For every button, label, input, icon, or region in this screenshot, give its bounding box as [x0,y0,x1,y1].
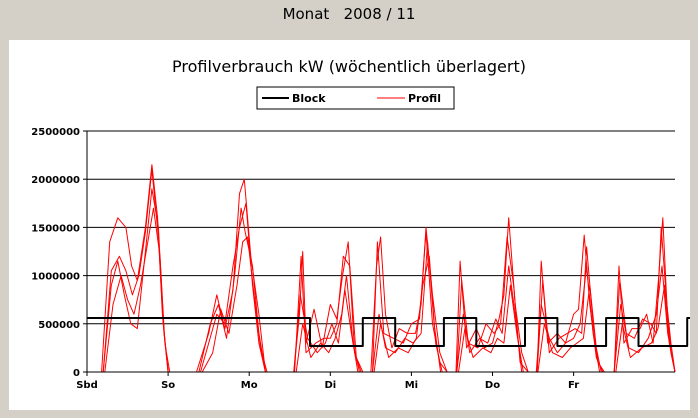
month-value: 2008 / 11 [343,5,416,23]
series-layer [87,164,690,373]
y-tick-label: 1500000 [31,223,80,234]
series-line-profil [87,188,676,373]
x-tick-label: Sbd [76,380,98,391]
x-tick-label: Mo [241,380,258,391]
x-tick-label: Fr [568,380,579,391]
x-tick-label: Mi [405,380,418,391]
profile-chart: Profilverbrauch kW (wöchentlich überlage… [31,57,690,391]
y-tick-label: 0 [73,368,80,379]
legend-box [256,86,455,110]
y-tick-label: 1000000 [31,272,80,283]
axes: 0 500000 1000000 1500000 2000000 2500000 Sbd So… [31,127,675,391]
x-tick-label: So [161,380,175,391]
x-tick-label: Do [485,380,500,391]
chart-title: Profilverbrauch kW (wöchentlich überlage… [172,57,526,76]
y-tick-label: 2500000 [31,127,80,138]
month-header: Monat 2008 / 11 [0,5,698,23]
chart-panel: Profilverbrauch kW (wöchentlich überlage… [9,40,690,410]
x-tick-label: Di [324,380,336,391]
series-line-block [87,317,690,347]
legend-label-profil: Profil [408,92,441,105]
y-tick-label: 500000 [38,320,80,331]
legend: Block Profil [256,86,455,110]
month-label: Monat [282,5,330,23]
legend-label-block: Block [292,92,326,105]
y-tick-label: 2000000 [31,175,80,186]
